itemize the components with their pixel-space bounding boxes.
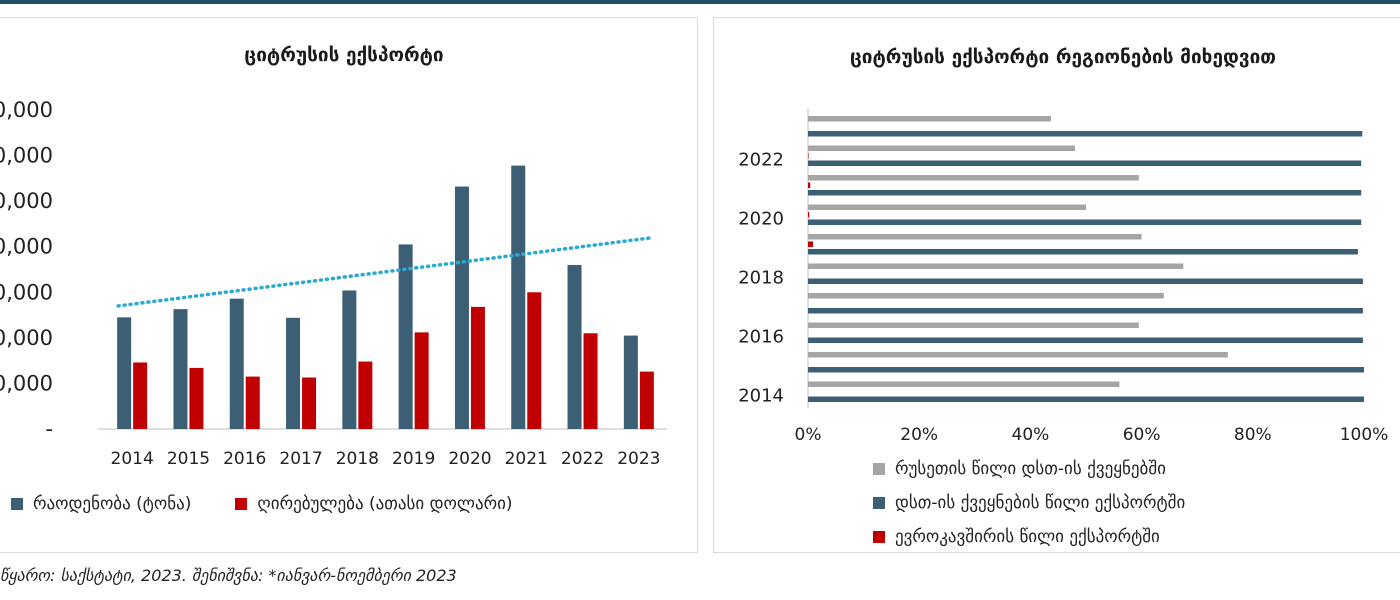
legend-item-value: ღირებულება (ათასი დოლარი) [235, 494, 513, 514]
bar-quantity [229, 298, 244, 429]
bar-eu-share [808, 153, 809, 159]
x-tick-label: 2014 [111, 449, 154, 469]
bar-russia-share [808, 381, 1120, 387]
y-tick-label: 2022 [738, 149, 784, 170]
x-tick-label: 2017 [279, 449, 322, 469]
bar-value [583, 333, 598, 429]
bar-russia-share [808, 352, 1228, 358]
bar-value [133, 362, 148, 429]
bar-eu-share [808, 212, 810, 218]
bar-cis-share [808, 308, 1363, 314]
y-tick-label: 20,000 [0, 326, 53, 350]
bar-value [527, 292, 542, 429]
x-tick-label: 2022 [561, 449, 604, 469]
bar-russia-share [808, 234, 1142, 240]
bar-russia-share [808, 293, 1164, 299]
y-tick-label: 70,000 [0, 98, 53, 122]
bar-quantity [286, 317, 301, 429]
x-tick-label: 100% [1340, 425, 1389, 445]
bar-quantity [567, 264, 582, 429]
y-tick-label: 40,000 [0, 235, 53, 259]
x-tick-label: 2021 [505, 449, 548, 469]
bar-value [302, 377, 317, 429]
x-tick-label: 40% [1012, 425, 1050, 445]
bar-russia-share [808, 204, 1086, 210]
bar-quantity [623, 335, 638, 429]
bar-cis-share [808, 396, 1364, 402]
x-tick-label: 20% [900, 425, 938, 445]
right-chart-title: ციტრუსის ექსპორტი რეგიონების მიხედვით [849, 46, 1277, 68]
bar-cis-share [808, 367, 1364, 373]
legend-item-russia-share: რუსეთის წილი დსთ-ის ქვეყნებში [873, 452, 1185, 486]
bar-value [358, 361, 373, 429]
y-tick-label: 10,000 [0, 371, 53, 395]
legend-label-russia-share: რუსეთის წილი დსთ-ის ქვეყნებში [895, 459, 1166, 479]
y-tick-label: 2020 [738, 208, 784, 229]
right-chart-panel: ციტრუსის ექსპორტი რეგიონების მიხედვით 20… [713, 17, 1400, 553]
legend-label-eu-share: ევროკავშირის წილი ექსპორტში [895, 527, 1160, 547]
right-chart-plot: 2014 2016 2018 2020 2022 0% 20% 40% 60% 80% 100% [738, 109, 1389, 445]
bar-quantity [398, 244, 413, 429]
x-tick-label: 60% [1123, 425, 1161, 445]
bar-quantity [511, 165, 526, 429]
legend-label-quantity: რაოდენობა (ტონა) [33, 494, 192, 514]
right-chart-legend: რუსეთის წილი დსთ-ის ქვეყნებში დსთ-ის ქვე… [873, 452, 1185, 554]
x-tick-label: 2018 [336, 449, 379, 469]
bar-cis-share [808, 219, 1362, 225]
x-tick-label: 80% [1234, 425, 1272, 445]
legend-item-cis-share: დსთ-ის ქვეყნების წილი ექსპორტში [873, 486, 1185, 520]
left-chart-title: ციტრუსის ექსპორტი [244, 44, 444, 66]
x-tick-label: 2016 [223, 449, 266, 469]
left-chart-legend: რაოდენობა (ტონა) ღირებულება (ათასი დოლარ… [11, 494, 513, 514]
bar-value [639, 371, 654, 429]
bar-value [189, 367, 204, 429]
bar-value [414, 332, 429, 429]
bar-cis-share [808, 131, 1363, 137]
legend-swatch-value [235, 498, 248, 510]
x-tick-label: 2020 [448, 449, 491, 469]
bar-eu-share [808, 241, 814, 247]
bar-quantity [173, 309, 188, 429]
y-tick-label: 2018 [738, 267, 784, 288]
legend-swatch-eu-share [873, 531, 885, 543]
bar-cis-share [808, 337, 1363, 343]
bar-quantity [454, 186, 469, 429]
source-note: წყარო: საქსტატი, 2023. შენიშვნა: *იანვარ… [0, 566, 457, 585]
bar-quantity [342, 290, 357, 429]
legend-swatch-russia-share [873, 463, 885, 475]
y-tick-label: - [45, 417, 53, 441]
bar-russia-share [808, 263, 1184, 269]
bar-quantity [117, 317, 132, 429]
bar-value [245, 376, 260, 429]
bar-value [470, 306, 485, 429]
legend-item-quantity: რაოდენობა (ტონა) [11, 494, 191, 514]
legend-label-cis-share: დსთ-ის ქვეყნების წილი ექსპორტში [895, 493, 1186, 513]
y-tick-label: 2016 [738, 326, 784, 347]
bar-russia-share [808, 145, 1075, 151]
bar-cis-share [808, 278, 1363, 284]
bar-russia-share [808, 175, 1139, 181]
y-tick-label: 60,000 [0, 144, 53, 168]
bar-eu-share [808, 182, 811, 188]
bar-cis-share [808, 249, 1358, 255]
trendline [116, 235, 655, 308]
y-tick-label: 30,000 [0, 280, 53, 304]
left-chart-panel: ციტრუსის ექსპორტი - 10,000 20,000 30,000 40,… [0, 17, 698, 553]
x-tick-label: 2019 [392, 449, 435, 469]
left-chart-plot: - 10,000 20,000 30,000 40,000 50,000 60,000 70,… [0, 98, 667, 469]
y-tick-label: 2014 [738, 385, 784, 406]
bar-russia-share [808, 322, 1139, 328]
legend-item-eu-share: ევროკავშირის წილი ექსპორტში [873, 520, 1185, 554]
y-tick-label: 50,000 [0, 189, 53, 213]
top-rule [0, 0, 1400, 4]
x-tick-label: 0% [795, 425, 822, 445]
x-tick-label: 2015 [167, 449, 210, 469]
bar-russia-share [808, 116, 1051, 122]
x-tick-label: 2023 [617, 449, 660, 469]
legend-swatch-quantity [11, 498, 23, 510]
legend-label-value: ღირებულება (ათასი დოლარი) [257, 494, 513, 514]
bar-cis-share [808, 190, 1362, 196]
bar-cis-share [808, 160, 1362, 166]
legend-swatch-cis-share [873, 497, 885, 509]
